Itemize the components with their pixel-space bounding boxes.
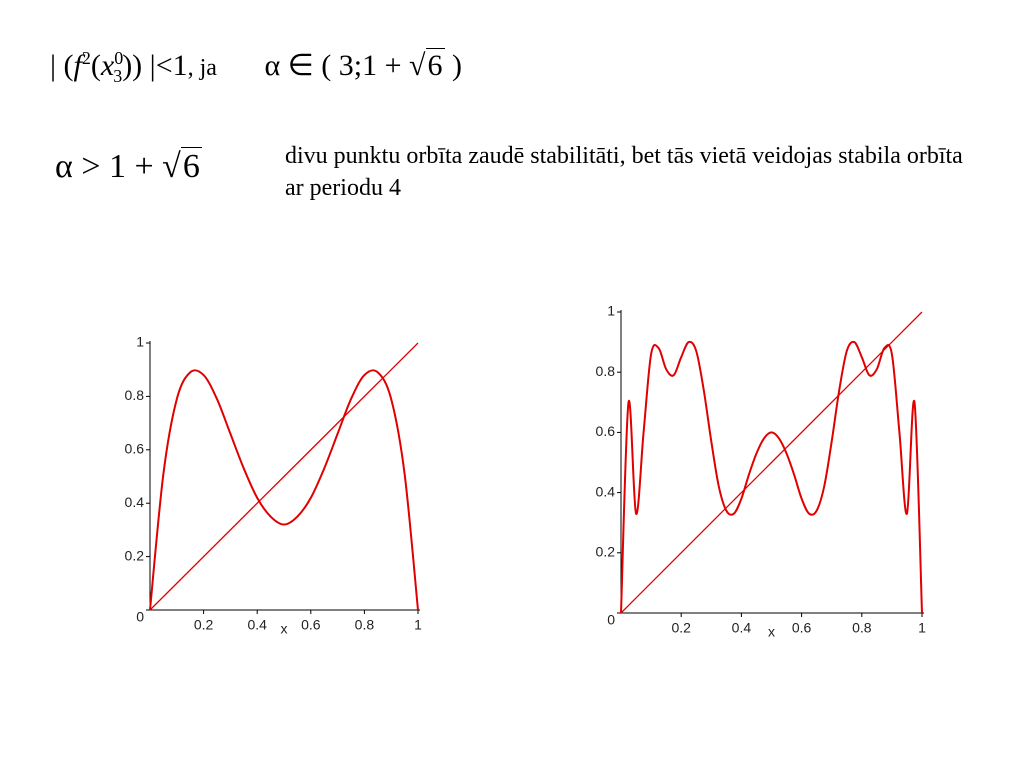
curve [149,342,419,611]
y-tick-label: 0 [607,612,615,628]
x-tick-label: 0.2 [194,617,214,633]
superscript: 0 [114,48,124,68]
curve [620,311,923,614]
y-tick-label: 1 [136,334,144,350]
fn: f [73,49,82,82]
x-axis-label: x [768,624,775,640]
subscript: 3 [113,66,123,86]
exponent: 2 [81,48,91,68]
x-tick-label: 0.2 [671,620,691,636]
description: divu punktu orbīta zaudē stabilitāti, be… [285,143,963,201]
root: 6 [180,147,202,185]
y-tick-label: 0.8 [125,387,145,403]
y-tick-label: 0.2 [596,544,616,560]
rhs: <1 [155,49,188,82]
x-tick-label: 1 [918,620,926,636]
y-tick-label: 1 [607,303,615,319]
var: x [100,49,115,82]
threshold-formula: α > 1 + √6 [55,147,202,185]
join: , ja [187,55,217,81]
y-tick-label: 0 [136,609,144,625]
y-tick-label: 0.4 [125,494,145,510]
x-tick-label: 0.4 [247,617,267,633]
curve [620,340,923,614]
curve [149,369,419,611]
lhs: α > 1 + [55,148,163,185]
y-tick-label: 0.8 [596,363,616,379]
x-tick-label: 0.8 [355,617,375,633]
root: 6 [425,48,445,82]
bar: | [50,49,57,82]
y-tick-label: 0.4 [596,483,616,499]
x-axis-label: x [281,621,288,637]
x-tick-label: 0.4 [732,620,752,636]
x-tick-label: 1 [414,617,422,633]
y-tick-label: 0.6 [596,423,616,439]
x-tick-label: 0.6 [301,617,321,633]
x-tick-label: 0.6 [792,620,812,636]
set-open: α ∈ ( 3;1 + [264,49,410,82]
set-close: ) [452,49,463,82]
y-tick-label: 0.2 [125,547,145,563]
bar: | [149,49,156,82]
condition-formula: | (f2(x03)) |<1, ja α ∈ ( 3;1 + √6 ) [50,48,463,86]
x-tick-label: 0.8 [852,620,872,636]
y-tick-label: 0.6 [125,441,145,457]
